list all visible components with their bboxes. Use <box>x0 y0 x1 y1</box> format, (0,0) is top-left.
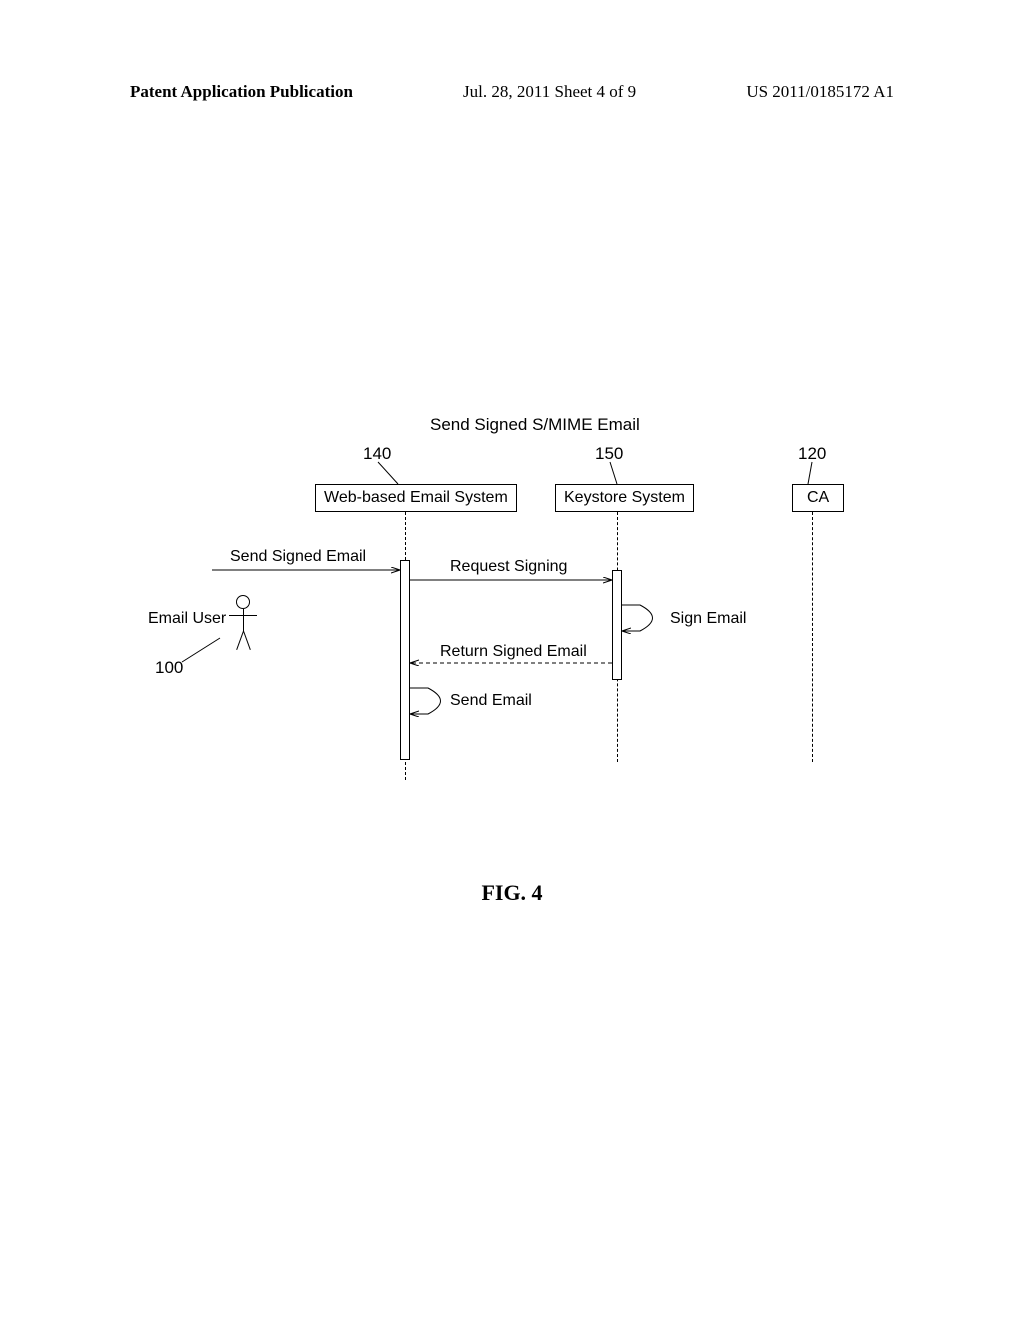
header-mid: Jul. 28, 2011 Sheet 4 of 9 <box>463 82 636 102</box>
ref-keystore: 150 <box>595 444 623 464</box>
ca-box: CA <box>792 484 844 512</box>
diagram-title: Send Signed S/MIME Email <box>430 415 640 435</box>
msg-return-signed: Return Signed Email <box>440 643 587 661</box>
actor-label: Email User <box>148 610 226 628</box>
keystore-box: Keystore System <box>555 484 694 512</box>
ca-lifeline <box>812 512 813 762</box>
sequence-diagram: Send Signed S/MIME Email 140 150 120 100… <box>0 400 1024 900</box>
msg-send-email: Send Email <box>450 692 532 710</box>
web-email-box: Web-based Email System <box>315 484 517 512</box>
keystore-activation <box>612 570 622 680</box>
ref-user: 100 <box>155 658 183 678</box>
header-right: US 2011/0185172 A1 <box>746 82 894 102</box>
ref-ca: 120 <box>798 444 826 464</box>
ref-web: 140 <box>363 444 391 464</box>
header-left: Patent Application Publication <box>130 82 353 102</box>
msg-send-signed: Send Signed Email <box>230 548 366 566</box>
msg-request-signing: Request Signing <box>450 558 567 576</box>
figure-caption: FIG. 4 <box>0 880 1024 906</box>
web-activation <box>400 560 410 760</box>
page-header: Patent Application Publication Jul. 28, … <box>130 82 894 102</box>
msg-sign-email: Sign Email <box>670 610 746 628</box>
actor-icon <box>228 595 258 655</box>
